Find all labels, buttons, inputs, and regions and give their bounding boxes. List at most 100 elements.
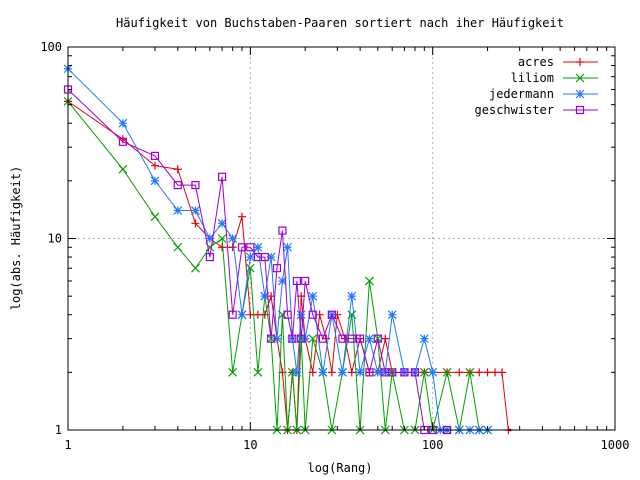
data-point — [267, 334, 276, 343]
data-point — [217, 172, 227, 181]
data-point — [173, 181, 182, 190]
legend-label: jedermann — [489, 87, 554, 101]
data-point — [419, 367, 429, 377]
data-point — [191, 181, 200, 190]
data-point — [228, 243, 237, 252]
data-point — [150, 212, 160, 222]
chart-title: Häufigkeit von Buchstaben-Paaren sortier… — [116, 16, 564, 30]
data-point — [428, 367, 438, 377]
data-point — [228, 234, 238, 243]
data-point — [272, 264, 282, 273]
data-point — [318, 334, 327, 343]
legend-marker — [576, 58, 584, 66]
data-point — [419, 334, 429, 344]
data-point — [296, 310, 306, 320]
x-tick-label: 100 — [422, 438, 444, 452]
data-point — [228, 367, 238, 377]
data-point — [217, 218, 227, 228]
data-point — [315, 310, 324, 319]
data-point — [497, 368, 506, 377]
grid — [68, 47, 615, 430]
data-point — [205, 252, 214, 262]
data-point — [173, 165, 182, 174]
y-axis-label: log(abs. Häufigkeit) — [9, 166, 23, 311]
series-geschwister — [63, 85, 452, 435]
data-point — [387, 310, 397, 320]
data-point — [465, 367, 475, 377]
data-point — [118, 118, 128, 128]
data-point — [442, 367, 452, 377]
x-tick-label: 10 — [243, 438, 257, 452]
data-point — [308, 291, 318, 301]
data-point — [355, 367, 365, 377]
legend: acres liliom jedermann geschwister — [475, 55, 598, 117]
data-point — [191, 206, 200, 215]
data-point — [327, 310, 336, 319]
data-point — [356, 334, 365, 343]
data-point — [283, 242, 292, 252]
data-point — [173, 242, 183, 252]
data-point — [308, 334, 318, 344]
data-point — [347, 334, 356, 343]
data-point — [191, 219, 200, 228]
data-point — [365, 334, 374, 344]
legend-marker — [575, 105, 585, 115]
data-point — [327, 368, 336, 377]
x-axis-label: log(Rang) — [307, 461, 372, 475]
data-point — [173, 206, 183, 215]
data-point — [483, 368, 492, 377]
data-point — [347, 291, 357, 301]
data-point — [150, 161, 159, 170]
data-point — [260, 291, 270, 301]
data-point — [288, 334, 297, 343]
data-point — [381, 334, 390, 343]
data-point — [338, 334, 347, 343]
data-point — [292, 276, 301, 286]
data-point — [475, 368, 484, 377]
data-point — [228, 310, 237, 319]
data-point — [237, 310, 247, 320]
series-line — [67, 89, 448, 431]
data-point — [272, 334, 282, 344]
legend-marker — [575, 73, 585, 83]
data-point — [266, 252, 276, 262]
data-point — [118, 164, 128, 174]
legend-marker — [575, 89, 585, 99]
data-point — [283, 310, 292, 319]
data-point — [297, 334, 306, 343]
series-jedermann — [63, 64, 492, 435]
legend-label: acres — [518, 55, 554, 69]
data-point — [388, 368, 397, 377]
x-tick-label: 1 — [64, 438, 71, 452]
x-tick-label: 1000 — [601, 438, 630, 452]
data-point — [347, 368, 356, 377]
data-point — [292, 367, 302, 377]
legend-label: geschwister — [475, 103, 554, 117]
data-point — [373, 367, 383, 377]
legend-label: liliom — [511, 71, 554, 85]
data-point — [260, 252, 269, 262]
data-point — [245, 252, 255, 262]
data-point — [191, 263, 200, 273]
data-point — [118, 137, 127, 146]
data-point — [318, 367, 328, 377]
data-point — [301, 276, 310, 286]
data-point — [246, 243, 255, 252]
data-point — [245, 263, 255, 273]
data-point — [278, 276, 287, 286]
data-point — [308, 310, 317, 319]
data-point — [253, 242, 263, 252]
series-layer — [63, 64, 513, 435]
data-point — [410, 368, 420, 377]
data-point — [150, 176, 160, 186]
data-point — [365, 368, 374, 377]
y-tick-label: 100 — [40, 40, 62, 54]
data-point — [278, 226, 287, 235]
data-point — [365, 276, 374, 286]
data-point — [400, 368, 409, 377]
y-tick-label: 10 — [48, 232, 62, 246]
data-point — [338, 367, 347, 377]
data-point — [491, 368, 500, 377]
data-point — [237, 212, 246, 221]
